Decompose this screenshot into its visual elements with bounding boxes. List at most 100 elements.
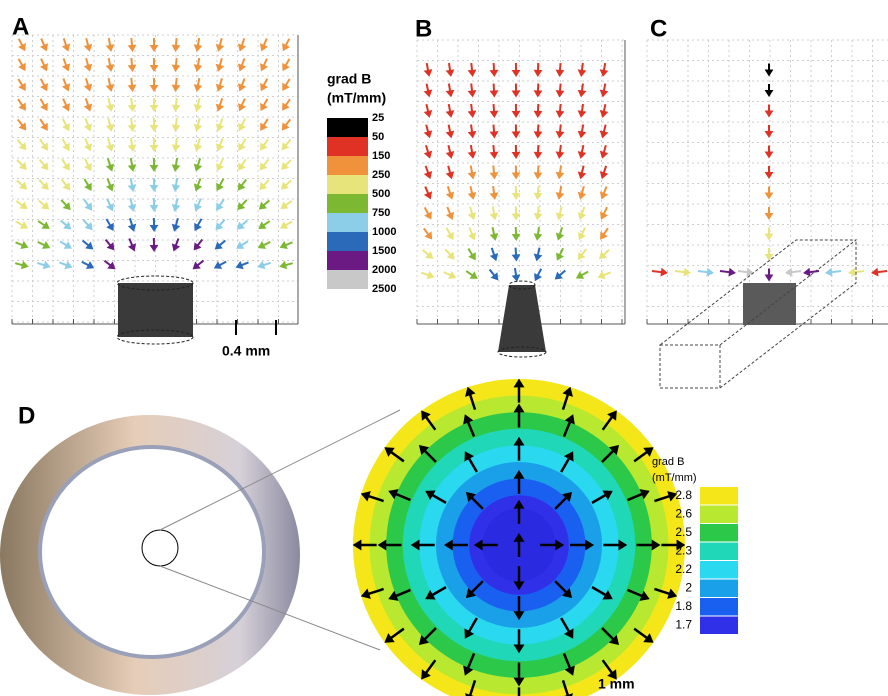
arrow-head <box>490 152 499 159</box>
magnet-c <box>743 283 796 325</box>
arrow-head <box>424 130 433 138</box>
arrow-head <box>468 192 477 200</box>
legend-swatch <box>327 194 368 213</box>
arrow-head <box>534 152 543 159</box>
arrow-head <box>765 90 774 97</box>
arrow-head <box>556 111 565 118</box>
arrow-head <box>172 45 181 52</box>
arrow-head <box>490 70 499 77</box>
arrow-head <box>765 213 774 220</box>
arrow-head <box>194 144 202 152</box>
arrow-head <box>172 65 181 72</box>
legend-swatch <box>327 175 368 194</box>
scale-label: 1 mm <box>598 676 635 692</box>
arrow-head <box>534 90 543 97</box>
arrow-head <box>600 151 608 159</box>
arrow-head <box>446 69 455 77</box>
arrow-head <box>706 268 714 277</box>
arrow-head <box>765 233 774 240</box>
arrow-head <box>534 131 543 138</box>
arrow-head <box>578 131 587 139</box>
arrow-head <box>106 64 115 72</box>
arrow-head <box>172 124 181 132</box>
arrow-head <box>556 70 565 77</box>
arrow-head <box>490 233 499 241</box>
arrows <box>15 38 887 282</box>
legend-swatch <box>700 524 738 542</box>
arrow-head <box>150 65 159 72</box>
arrow-head <box>468 172 477 180</box>
arrow-head <box>150 45 159 52</box>
arrow-head <box>106 84 115 92</box>
arrow-head <box>534 254 543 262</box>
arrow-head <box>600 90 609 98</box>
arrow-head <box>765 254 774 261</box>
legend-label: 500 <box>372 188 390 200</box>
legend-swatch <box>700 487 738 505</box>
arrow-head <box>600 69 609 77</box>
legend-label: 2 <box>685 581 692 595</box>
arrow-head <box>534 172 543 179</box>
arrow-head <box>106 44 115 52</box>
arrow-head <box>150 225 159 232</box>
arrow-head <box>446 171 454 179</box>
legend-label: 25 <box>372 112 384 124</box>
arrow-head <box>446 90 455 98</box>
legend-label: 2.5 <box>675 525 692 539</box>
arrow-head <box>490 131 499 138</box>
legend-label: 2.3 <box>675 544 692 558</box>
arrow-head <box>746 268 754 277</box>
arrow-head <box>490 90 499 97</box>
arrow-head <box>150 245 159 252</box>
arrow-head <box>803 268 811 277</box>
arrow-head <box>578 69 587 77</box>
legend-swatch <box>327 213 368 232</box>
arrow-head <box>578 110 587 118</box>
arrow-head <box>150 185 159 192</box>
legend-label: 2000 <box>372 264 396 276</box>
arrow-head <box>512 131 521 138</box>
arrow-head <box>765 69 774 76</box>
arrow-head <box>556 192 565 200</box>
arrow-head <box>578 90 587 98</box>
arrow-head <box>534 213 543 220</box>
arrow-head <box>194 64 203 72</box>
legend-label: 250 <box>372 169 390 181</box>
arrow-head <box>600 130 609 138</box>
legend-swatch <box>700 543 738 561</box>
legend: 2.82.62.52.32.221.81.7 <box>675 487 738 634</box>
legend-swatch <box>327 118 368 137</box>
arrow-head <box>765 192 774 199</box>
arrow-head <box>280 201 288 209</box>
arrow-head <box>21 261 29 270</box>
arrow-head <box>534 193 543 200</box>
panel-label: A <box>12 13 29 40</box>
legend-swatch <box>700 561 738 579</box>
legend-swatch <box>700 506 738 524</box>
arrow-head <box>150 105 159 112</box>
arrow-head <box>194 84 203 92</box>
arrow-head <box>424 69 433 77</box>
arrow-head <box>446 131 455 139</box>
arrow-head <box>150 205 159 212</box>
arrow-head <box>194 124 203 132</box>
arrow-head <box>600 110 609 118</box>
arrow-head <box>556 131 565 138</box>
legend: 25501502505007501000150020002500 <box>327 112 396 295</box>
legend-swatch <box>700 598 738 616</box>
legend-label: 150 <box>372 150 390 162</box>
arrow-head <box>282 122 290 130</box>
figure: 0.4 mm A B C D grad B (mT/mm) 2550150250… <box>0 0 888 696</box>
legend-label: 750 <box>372 207 390 219</box>
disc <box>353 379 686 696</box>
arrow-head <box>556 172 565 180</box>
arrow-head <box>172 104 181 111</box>
legend-label: 1000 <box>372 226 396 238</box>
arrow-head <box>660 268 668 277</box>
arrow-head <box>106 104 115 112</box>
magnet-a <box>118 283 193 337</box>
arrow-head <box>765 110 774 117</box>
arrow-head <box>556 151 565 159</box>
legend-label: 1500 <box>372 245 396 257</box>
arrow-head <box>534 111 543 118</box>
